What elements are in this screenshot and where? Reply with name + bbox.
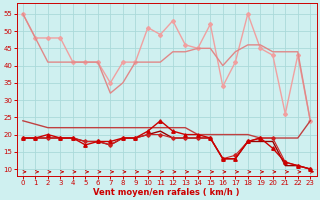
X-axis label: Vent moyen/en rafales ( km/h ): Vent moyen/en rafales ( km/h )	[93, 188, 240, 197]
